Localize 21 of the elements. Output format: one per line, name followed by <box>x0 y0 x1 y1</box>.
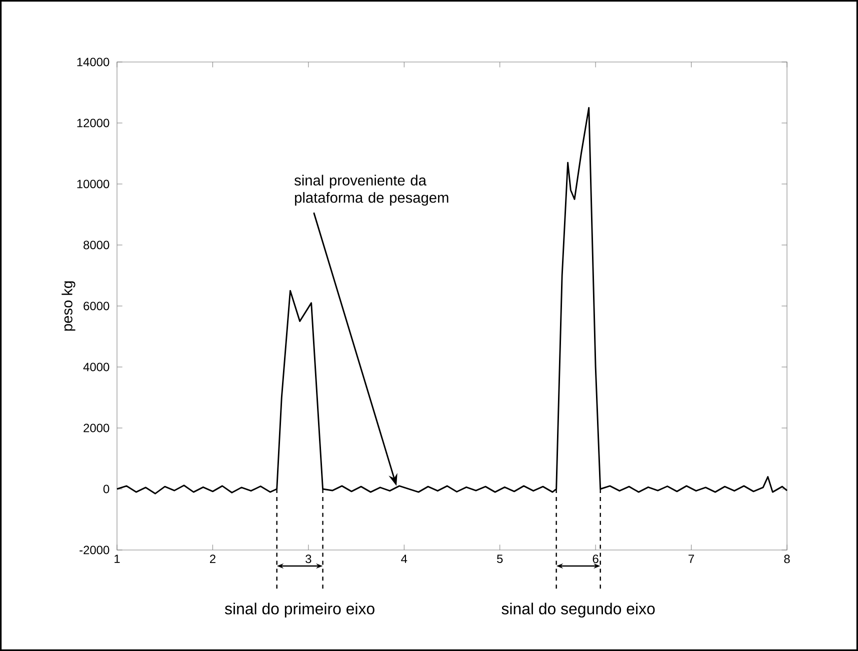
y-tick-label: 4000 <box>83 362 110 372</box>
y-tick-label: 14000 <box>77 58 110 66</box>
y-tick-label: 6000 <box>84 302 110 310</box>
text: sinal do segundo eixo <box>502 602 655 618</box>
annotation: sinal proveniente da plataforma de pesagem <box>294 174 448 206</box>
x-tick-label: 3 <box>306 554 312 564</box>
y-tick-label: -2000 <box>80 546 110 554</box>
x-tick-label: 4 <box>401 554 408 563</box>
y-axis-title: peso kg <box>62 281 76 331</box>
x-tick-label: 2 <box>210 554 216 564</box>
y-tick-label: 8000 <box>84 240 110 250</box>
y-tick-label: 2000 <box>84 424 110 432</box>
x-tick-label: 6 <box>592 554 598 564</box>
text: sinal do primeiro eixo <box>224 602 374 618</box>
x-tick-label: 1 <box>114 554 120 563</box>
x-tick-label: 5 <box>497 554 503 564</box>
x-tick-label: 8 <box>784 554 790 564</box>
y-tick-label: 12000 <box>77 118 110 128</box>
y-tick-label: 0 <box>103 484 110 494</box>
y-tick-label: 10000 <box>77 180 110 188</box>
x-tick-label: 7 <box>688 554 694 563</box>
